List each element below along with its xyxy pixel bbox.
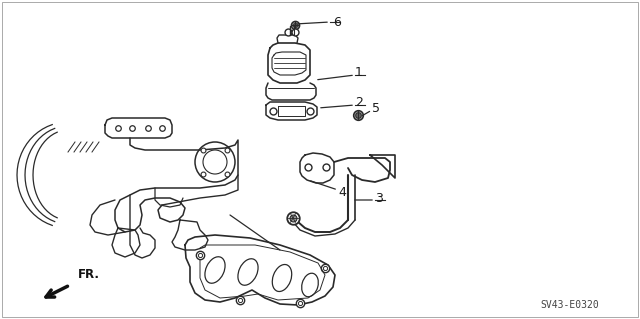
- Text: 2: 2: [355, 97, 363, 109]
- Text: 4: 4: [338, 186, 346, 198]
- Text: SV43-E0320: SV43-E0320: [541, 300, 600, 310]
- Text: 3: 3: [375, 191, 383, 204]
- Text: FR.: FR.: [78, 268, 100, 281]
- Text: 1: 1: [355, 66, 363, 79]
- Text: 6: 6: [333, 16, 341, 28]
- Text: 5: 5: [372, 101, 380, 115]
